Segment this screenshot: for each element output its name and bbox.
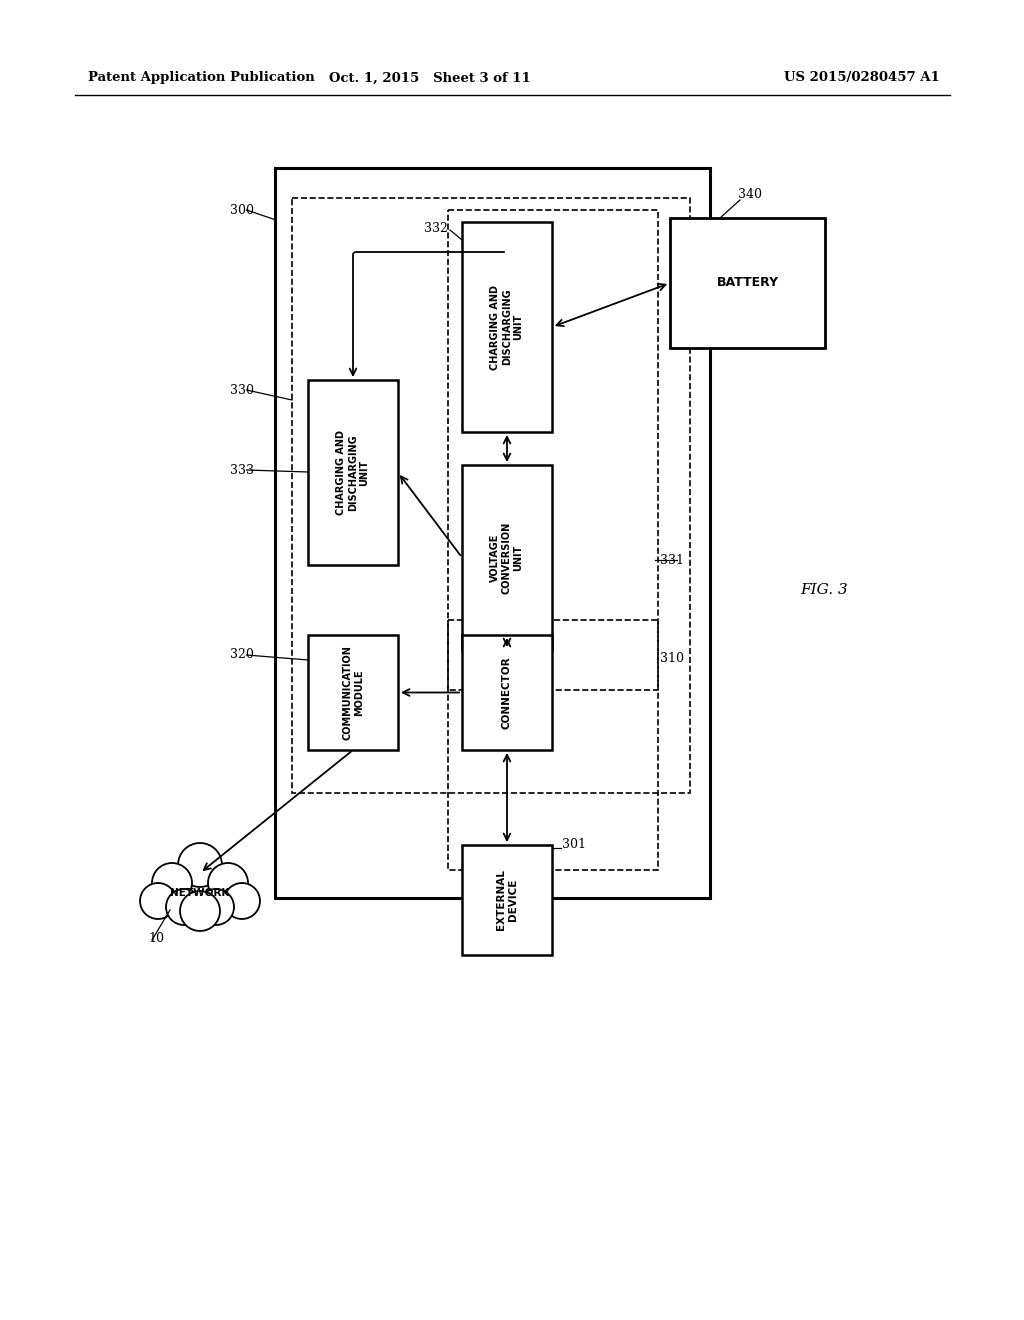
Bar (462, 465, 552, 649)
Text: 331: 331 (660, 553, 684, 566)
Text: 10: 10 (148, 932, 164, 945)
Text: CHARGING AND
DISCHARGING
UNIT: CHARGING AND DISCHARGING UNIT (337, 430, 370, 515)
Text: US 2015/0280457 A1: US 2015/0280457 A1 (784, 71, 940, 84)
Text: FIG. 3: FIG. 3 (800, 583, 848, 597)
Circle shape (151, 862, 193, 904)
Bar (462, 845, 552, 954)
Circle shape (179, 890, 221, 932)
Bar (462, 222, 552, 432)
Bar (462, 635, 552, 750)
Bar (449, 210, 658, 690)
Bar (308, 380, 398, 565)
Text: 320: 320 (230, 648, 254, 661)
Bar (292, 198, 690, 793)
Circle shape (140, 883, 176, 919)
Text: 333: 333 (230, 463, 254, 477)
Circle shape (178, 843, 222, 887)
Text: CHARGING AND
DISCHARGING
UNIT: CHARGING AND DISCHARGING UNIT (490, 285, 523, 370)
Bar (308, 635, 398, 750)
Circle shape (198, 888, 234, 925)
Circle shape (224, 883, 260, 919)
Text: 300: 300 (230, 203, 254, 216)
Circle shape (223, 882, 261, 920)
Circle shape (166, 888, 202, 925)
Text: VOLTAGE
CONVERSION
UNIT: VOLTAGE CONVERSION UNIT (490, 521, 523, 594)
Text: Oct. 1, 2015   Sheet 3 of 11: Oct. 1, 2015 Sheet 3 of 11 (329, 71, 530, 84)
Text: CONNECTOR: CONNECTOR (502, 656, 512, 729)
Text: 310: 310 (660, 652, 684, 664)
Bar (275, 168, 710, 898)
Text: COMMUNICATION
MODULE: COMMUNICATION MODULE (342, 645, 364, 741)
Text: 332: 332 (424, 222, 449, 235)
Text: NETWORK: NETWORK (170, 888, 229, 898)
Bar (670, 218, 825, 348)
Text: BATTERY: BATTERY (717, 276, 778, 289)
Circle shape (180, 891, 220, 931)
Text: Patent Application Publication: Patent Application Publication (88, 71, 314, 84)
Circle shape (165, 888, 203, 927)
Circle shape (207, 862, 249, 904)
Text: 340: 340 (738, 189, 762, 202)
Text: 301: 301 (562, 838, 586, 851)
Circle shape (208, 863, 248, 903)
Circle shape (152, 863, 193, 903)
Text: 330: 330 (230, 384, 254, 396)
Circle shape (197, 888, 234, 927)
Circle shape (177, 842, 223, 888)
Bar (449, 620, 658, 870)
Text: EXTERNAL
DEVICE: EXTERNAL DEVICE (497, 870, 518, 931)
Circle shape (139, 882, 177, 920)
